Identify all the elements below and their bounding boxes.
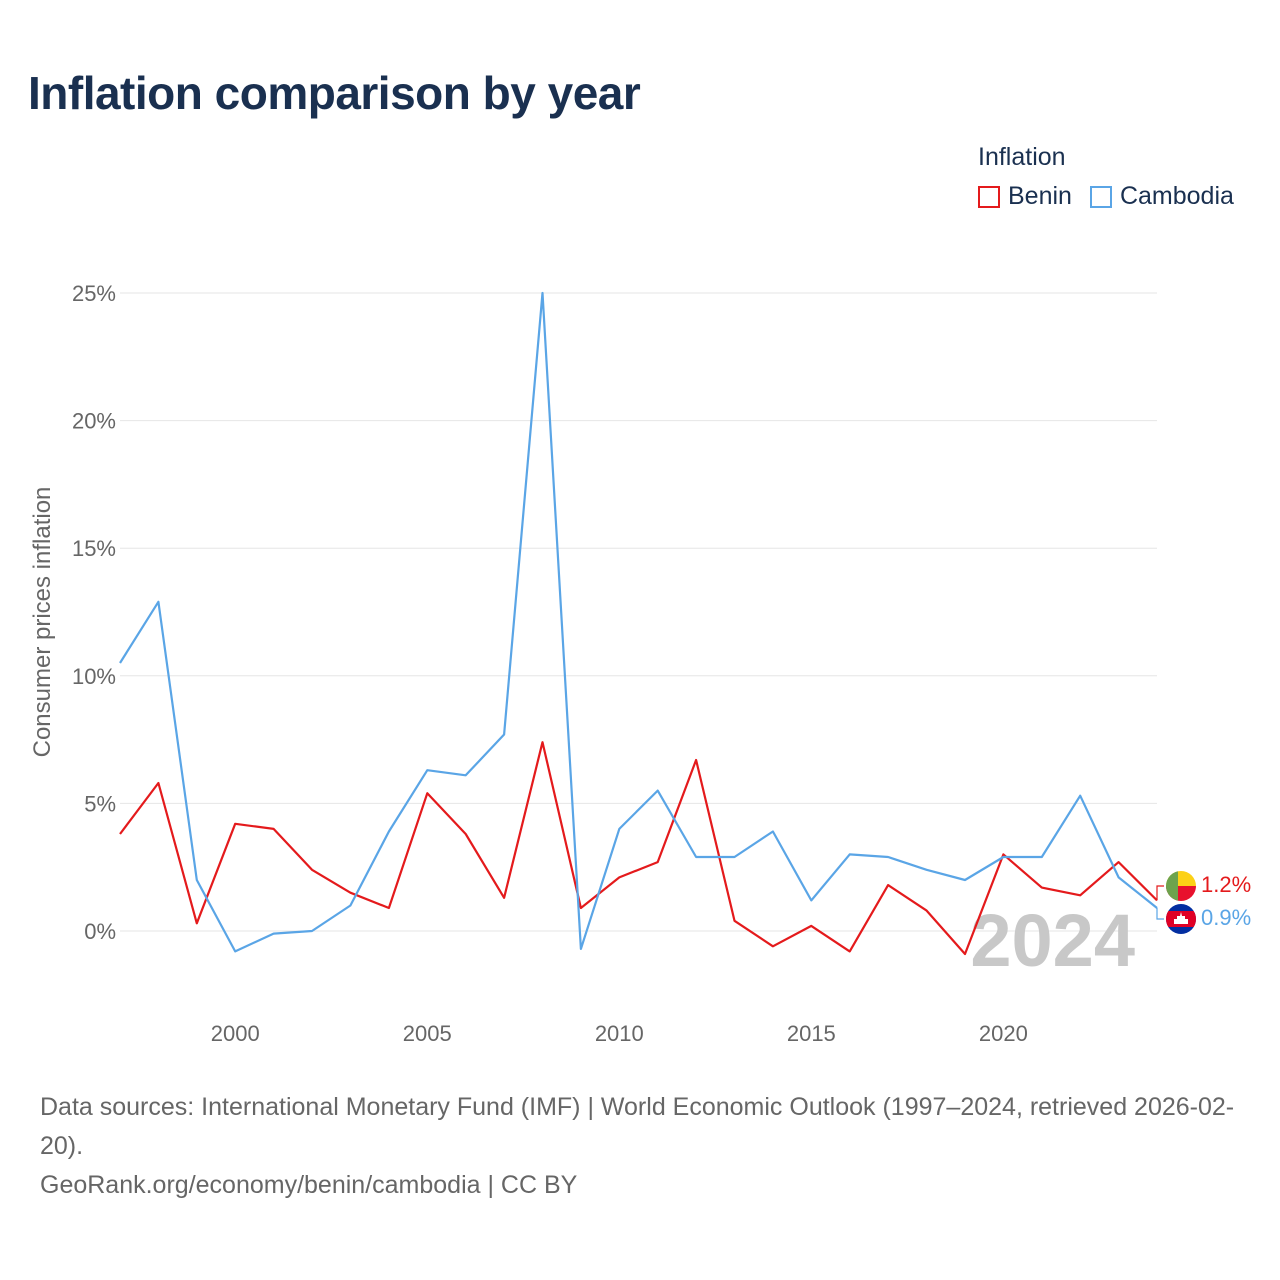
end-connector-benin	[1156, 885, 1164, 901]
y-axis-ticks: 0% 5% 10% 15% 20% 25%	[72, 281, 116, 944]
x-tick-label: 2005	[403, 1021, 452, 1046]
x-tick-label: 2010	[595, 1021, 644, 1046]
legend-swatch-cambodia	[1089, 185, 1112, 208]
y-tick-label: 25%	[72, 281, 116, 306]
x-tick-label: 2000	[211, 1021, 260, 1046]
chart-title: Inflation comparison by year	[28, 67, 641, 119]
end-labels: 1.2% 0.9%	[1156, 871, 1251, 934]
year-watermark: 2024	[970, 899, 1135, 982]
y-tick-label: 10%	[72, 664, 116, 689]
legend-swatch-benin	[978, 185, 1000, 208]
x-tick-label: 2015	[787, 1021, 836, 1046]
cambodia-flag-icon	[1166, 904, 1196, 934]
end-connector-cambodia	[1156, 908, 1164, 920]
legend: Inflation Benin Cambodia	[978, 143, 1234, 211]
y-tick-label: 0%	[84, 919, 116, 944]
credit-link[interactable]: GeoRank.org/economy/benin/cambodia | CC …	[40, 1171, 578, 1199]
y-tick-label: 5%	[84, 791, 116, 816]
y-axis-label: Consumer prices inflation	[29, 487, 56, 758]
series-lines	[119, 291, 1158, 956]
y-tick-label: 15%	[72, 536, 116, 561]
legend-item-benin[interactable]: Benin	[978, 182, 1072, 211]
end-label-benin: 1.2%	[1201, 872, 1251, 897]
gridlines	[120, 292, 1157, 932]
footer: Data sources: International Monetary Fun…	[40, 1088, 1250, 1205]
series-line-cambodia[interactable]	[119, 291, 1158, 953]
data-sources: Data sources: International Monetary Fun…	[40, 1093, 1235, 1160]
x-tick-label: 2020	[979, 1021, 1028, 1046]
x-axis-ticks: 2000 2005 2010 2015 2020	[211, 1021, 1028, 1046]
end-label-cambodia: 0.9%	[1201, 905, 1251, 930]
benin-flag-icon	[1166, 871, 1196, 901]
legend-label-cambodia: Cambodia	[1119, 182, 1234, 210]
legend-title: Inflation	[978, 143, 1066, 171]
legend-item-cambodia[interactable]: Cambodia	[1089, 182, 1234, 211]
legend-label-benin: Benin	[1008, 182, 1072, 210]
series-line-benin[interactable]	[119, 741, 1158, 956]
y-tick-label: 20%	[72, 409, 116, 434]
